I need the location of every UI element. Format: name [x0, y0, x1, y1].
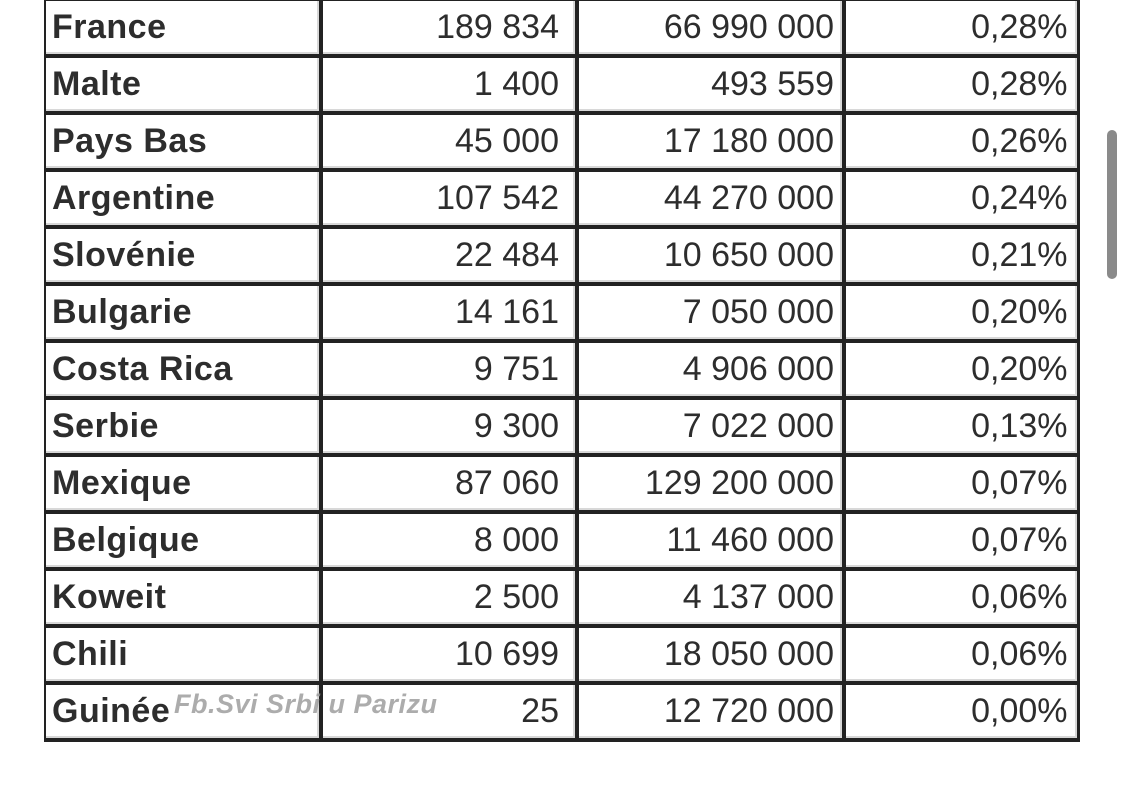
count-cell: 8 000: [319, 510, 579, 571]
table-row: Malte 1 400 493 559 0,28%: [44, 54, 1080, 115]
population-cell: 129 200 000: [575, 453, 846, 514]
percentage-cell: 0,07%: [842, 453, 1080, 514]
table-body: France 189 834 66 990 000 0,28% Malte 1 400 49…: [44, 0, 1080, 742]
country-stats-table: France 189 834 66 990 000 0,28% Malte 1 400 49…: [44, 0, 1080, 742]
percentage-cell: 0,06%: [842, 567, 1080, 628]
count-cell: 14 161: [319, 282, 579, 343]
count-cell: 189 834: [319, 0, 579, 58]
table-row: Argentine 107 542 44 270 000 0,24%: [44, 168, 1080, 229]
country-name-cell: Malte: [44, 54, 323, 115]
population-cell: 66 990 000: [575, 0, 846, 58]
population-cell: 17 180 000: [575, 111, 846, 172]
percentage-cell: 0,21%: [842, 225, 1080, 286]
percentage-cell: 0,20%: [842, 282, 1080, 343]
population-cell: 10 650 000: [575, 225, 846, 286]
percentage-cell: 0,06%: [842, 624, 1080, 685]
country-name-cell: Guinée: [44, 681, 323, 742]
count-cell: 9 300: [319, 396, 579, 457]
count-cell: 107 542: [319, 168, 579, 229]
percentage-cell: 0,13%: [842, 396, 1080, 457]
population-cell: 7 050 000: [575, 282, 846, 343]
country-name-cell: Mexique: [44, 453, 323, 514]
percentage-cell: 0,28%: [842, 0, 1080, 58]
count-cell: 1 400: [319, 54, 579, 115]
country-name-cell: France: [44, 0, 323, 58]
percentage-cell: 0,07%: [842, 510, 1080, 571]
table-row: Pays Bas 45 000 17 180 000 0,26%: [44, 111, 1080, 172]
country-name-cell: Chili: [44, 624, 323, 685]
percentage-cell: 0,28%: [842, 54, 1080, 115]
percentage-cell: 0,24%: [842, 168, 1080, 229]
count-cell: 25: [319, 681, 579, 742]
country-name-cell: Costa Rica: [44, 339, 323, 400]
population-cell: 493 559: [575, 54, 846, 115]
population-cell: 11 460 000: [575, 510, 846, 571]
count-cell: 45 000: [319, 111, 579, 172]
population-cell: 4 906 000: [575, 339, 846, 400]
count-cell: 87 060: [319, 453, 579, 514]
percentage-cell: 0,26%: [842, 111, 1080, 172]
table-row: Slovénie 22 484 10 650 000 0,21%: [44, 225, 1080, 286]
table-row: Belgique 8 000 11 460 000 0,07%: [44, 510, 1080, 571]
percentage-cell: 0,00%: [842, 681, 1080, 742]
count-cell: 10 699: [319, 624, 579, 685]
count-cell: 2 500: [319, 567, 579, 628]
table-row: Serbie 9 300 7 022 000 0,13%: [44, 396, 1080, 457]
count-cell: 9 751: [319, 339, 579, 400]
table-row: Koweit 2 500 4 137 000 0,06%: [44, 567, 1080, 628]
table-row: Chili 10 699 18 050 000 0,06%: [44, 624, 1080, 685]
scrollbar-thumb[interactable]: [1107, 130, 1117, 279]
population-cell: 4 137 000: [575, 567, 846, 628]
country-name-cell: Koweit: [44, 567, 323, 628]
table-row: France 189 834 66 990 000 0,28%: [44, 0, 1080, 58]
country-name-cell: Pays Bas: [44, 111, 323, 172]
table-row: Guinée 25 12 720 000 0,00%: [44, 681, 1080, 742]
country-name-cell: Serbie: [44, 396, 323, 457]
table-row: Bulgarie 14 161 7 050 000 0,20%: [44, 282, 1080, 343]
country-name-cell: Argentine: [44, 168, 323, 229]
population-cell: 7 022 000: [575, 396, 846, 457]
population-cell: 18 050 000: [575, 624, 846, 685]
table-row: Mexique 87 060 129 200 000 0,07%: [44, 453, 1080, 514]
population-cell: 44 270 000: [575, 168, 846, 229]
count-cell: 22 484: [319, 225, 579, 286]
population-cell: 12 720 000: [575, 681, 846, 742]
percentage-cell: 0,20%: [842, 339, 1080, 400]
table-row: Costa Rica 9 751 4 906 000 0,20%: [44, 339, 1080, 400]
country-name-cell: Bulgarie: [44, 282, 323, 343]
country-name-cell: Slovénie: [44, 225, 323, 286]
country-name-cell: Belgique: [44, 510, 323, 571]
